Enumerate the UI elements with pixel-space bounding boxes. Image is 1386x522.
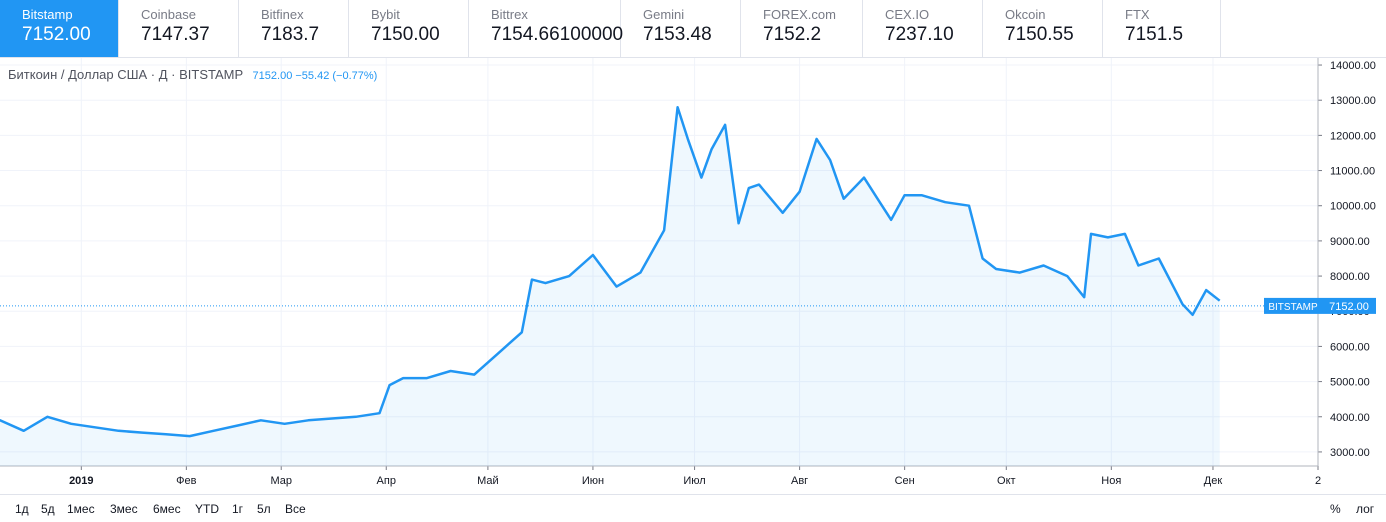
exchange-price: 7152.00 bbox=[22, 24, 91, 45]
exchange-price: 7153.48 bbox=[643, 24, 712, 45]
last-price-tag bbox=[1322, 297, 1376, 314]
exchange-price: 7237.10 bbox=[885, 24, 954, 45]
chart-area[interactable]: Биткоин / Доллар США · Д · BITSTAMP 7152… bbox=[0, 58, 1386, 494]
exchange-price: 7152.2 bbox=[763, 24, 822, 45]
range-button[interactable]: 5д bbox=[41, 502, 55, 516]
symbol-title: Биткоин / Доллар США · Д · BITSTAMP bbox=[8, 67, 243, 82]
y-tick-label: 14000.00 bbox=[1330, 60, 1376, 72]
exchange-name: Coinbase bbox=[141, 7, 196, 22]
x-tick-label: Авг bbox=[791, 475, 808, 487]
range-button[interactable]: 6мес bbox=[153, 502, 181, 516]
range-button[interactable]: YTD bbox=[195, 502, 219, 516]
exchange-tab[interactable]: CEX.IO 7237.10 bbox=[863, 0, 983, 57]
exchange-name: FTX bbox=[1125, 7, 1150, 22]
exchange-name: Bittrex bbox=[491, 7, 528, 22]
range-button[interactable]: 3мес bbox=[110, 502, 138, 516]
x-tick-label: 2 bbox=[1315, 475, 1321, 487]
x-tick-label: Апр bbox=[377, 475, 396, 487]
bottom-toolbar: % лог 1д 5д 1мес 3мес 6мес YTD 1г 5л Все bbox=[0, 494, 1386, 522]
exchange-price: 7183.7 bbox=[261, 24, 320, 45]
price-change: 7152.00 −55.42 (−0.77%) bbox=[252, 70, 378, 82]
y-tick-label: 8000.00 bbox=[1330, 271, 1370, 283]
x-tick-label: Окт bbox=[997, 475, 1016, 487]
exchange-tab[interactable]: FTX 7151.5 bbox=[1103, 0, 1221, 57]
range-button[interactable]: 1мес bbox=[67, 502, 95, 516]
exchange-name: Gemini bbox=[643, 7, 685, 22]
last-price-label: 7152.00 bbox=[1329, 301, 1369, 313]
x-tick-label: Июл bbox=[683, 475, 705, 487]
percent-scale-toggle[interactable]: % bbox=[1330, 502, 1341, 516]
exchange-tab[interactable]: Coinbase 7147.37 bbox=[119, 0, 239, 57]
x-tick-label: Май bbox=[477, 475, 499, 487]
exchange-tab[interactable]: Gemini 7153.48 bbox=[621, 0, 741, 57]
range-button[interactable]: 1г bbox=[232, 502, 244, 516]
series-name-tag bbox=[1264, 297, 1322, 314]
exchange-tabs: Bitstamp 7152.00 Coinbase 7147.37 Bitfinex 71… bbox=[0, 0, 1386, 58]
y-tick-label: 4000.00 bbox=[1330, 412, 1370, 424]
y-tick-label: 13000.00 bbox=[1330, 95, 1376, 107]
range-button[interactable]: Все bbox=[285, 502, 306, 516]
exchange-tab[interactable]: FOREX.com 7152.2 bbox=[741, 0, 863, 57]
y-tick-label: 10000.00 bbox=[1330, 201, 1376, 213]
y-tick-label: 11000.00 bbox=[1330, 166, 1375, 178]
exchange-price: 7151.5 bbox=[1125, 24, 1184, 45]
x-tick-label: Дек bbox=[1204, 475, 1223, 487]
log-scale-toggle[interactable]: лог bbox=[1356, 502, 1375, 516]
exchange-name: CEX.IO bbox=[885, 7, 930, 22]
price-chart[interactable]: 3000.004000.005000.006000.007000.008000.… bbox=[0, 58, 1386, 494]
exchange-tab[interactable]: Bitfinex 7183.7 bbox=[239, 0, 349, 57]
range-button[interactable]: 5л bbox=[257, 502, 271, 516]
exchange-tab[interactable]: Bitstamp 7152.00 bbox=[0, 0, 119, 57]
x-tick-label: Мар bbox=[270, 475, 292, 487]
y-tick-label: 6000.00 bbox=[1330, 341, 1370, 353]
exchange-name: Okcoin bbox=[1005, 7, 1046, 22]
y-tick-label: 5000.00 bbox=[1330, 377, 1370, 389]
x-tick-label: Июн bbox=[582, 475, 604, 487]
x-tick-label: Фев bbox=[176, 475, 196, 487]
x-tick-label: Сен bbox=[895, 475, 915, 487]
exchange-name: Bybit bbox=[371, 7, 400, 22]
exchange-tab[interactable]: Okcoin 7150.55 bbox=[983, 0, 1103, 57]
exchange-name: Bitfinex bbox=[261, 7, 304, 22]
exchange-tab[interactable]: Bittrex 7154.66100000 bbox=[469, 0, 624, 57]
series-name-label: BITSTAMP bbox=[1268, 302, 1318, 313]
exchange-name: Bitstamp bbox=[22, 7, 73, 22]
exchange-price: 7150.55 bbox=[1005, 24, 1074, 45]
y-tick-label: 12000.00 bbox=[1330, 130, 1376, 142]
exchange-price: 7150.00 bbox=[371, 24, 440, 45]
y-tick-label: 9000.00 bbox=[1330, 236, 1370, 248]
price-area bbox=[0, 107, 1220, 466]
exchange-price: 7147.37 bbox=[141, 24, 210, 45]
x-tick-label: 2019 bbox=[69, 475, 93, 487]
x-tick-label: Ноя bbox=[1101, 475, 1121, 487]
exchange-name: FOREX.com bbox=[763, 7, 836, 22]
y-tick-label: 3000.00 bbox=[1330, 447, 1370, 459]
range-button[interactable]: 1д bbox=[15, 502, 29, 516]
exchange-price: 7154.66100000 bbox=[491, 24, 624, 45]
exchange-tab[interactable]: Bybit 7150.00 bbox=[349, 0, 469, 57]
chart-legend: Биткоин / Доллар США · Д · BITSTAMP 7152… bbox=[8, 67, 377, 82]
price-line bbox=[0, 105, 1221, 438]
